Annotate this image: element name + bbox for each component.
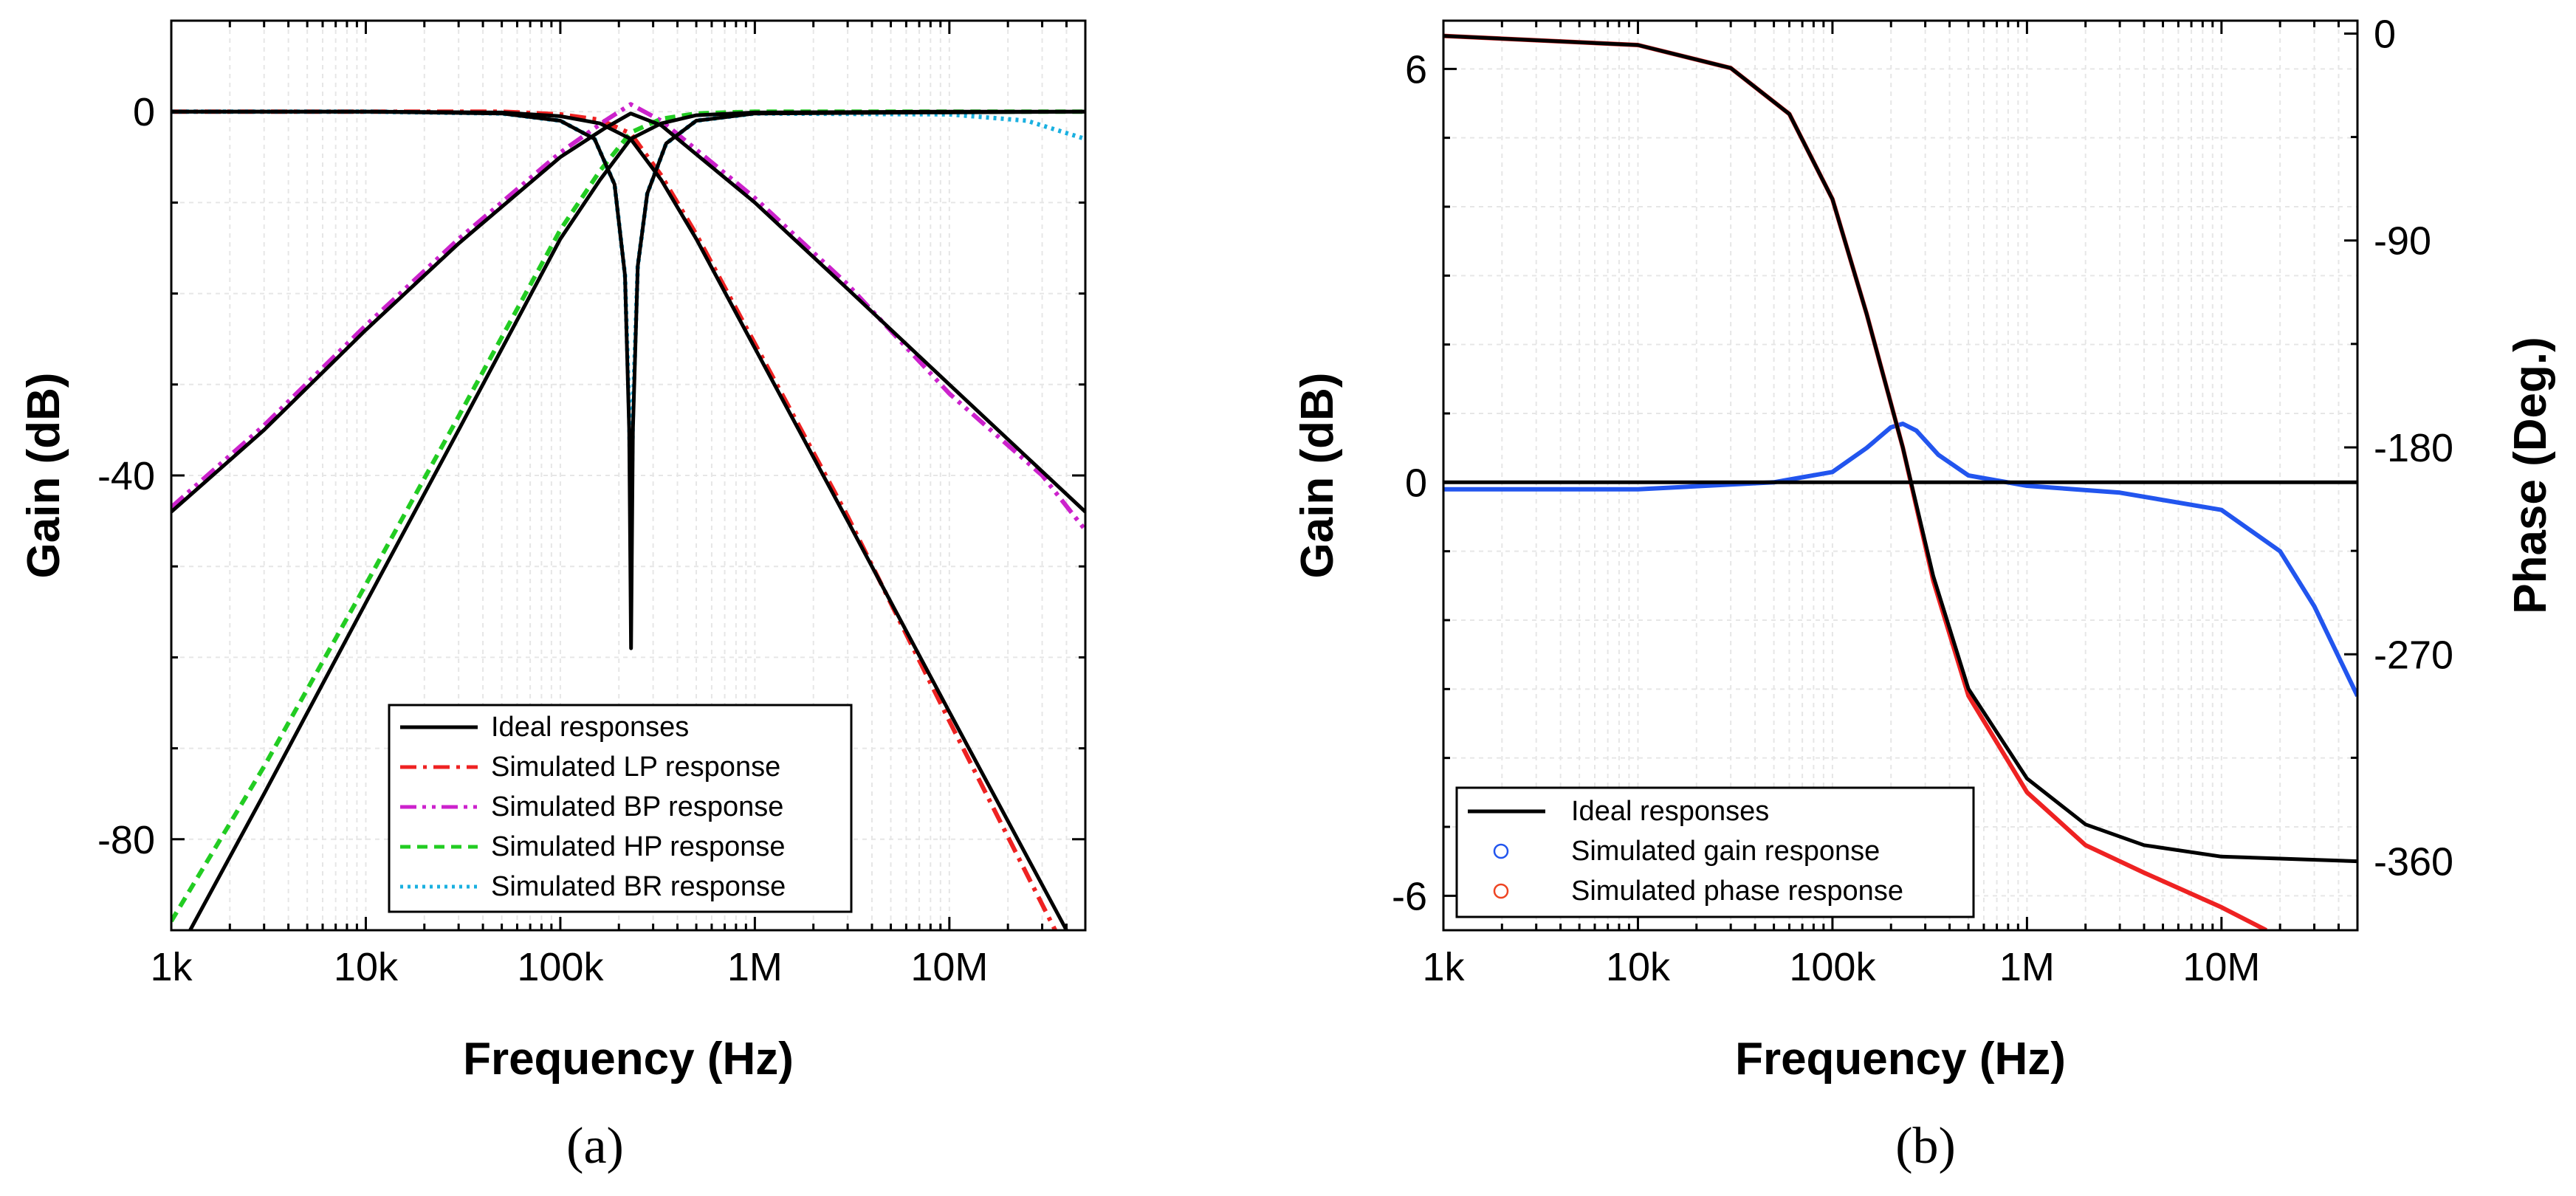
series-line: [171, 111, 1085, 514]
legend-label: Ideal responses: [491, 712, 689, 743]
y2-tick-label: -270: [2374, 633, 2453, 677]
legend-marker: [1493, 843, 1509, 859]
x-tick-label: 1k: [1422, 945, 1465, 989]
y-axis-title-a: Gain (dB): [18, 373, 69, 579]
series-line: [1443, 34, 2357, 864]
y-axis-title-b: Gain (dB): [1292, 373, 1343, 579]
x-tick-label: 100k: [1789, 945, 1876, 989]
x-axis-title-b: Frequency (Hz): [1735, 1034, 2066, 1085]
series-b: [1443, 33, 2357, 930]
x-tick-label: 1k: [150, 945, 193, 989]
grid-b: [1443, 21, 2358, 930]
caption-b: (b): [1895, 1118, 1956, 1175]
y-tick-label: -40: [97, 454, 155, 498]
y2-tick-label: -180: [2374, 426, 2453, 470]
legend-box-b: [1455, 786, 1975, 918]
ticks-b: 1k 10k 100k 1M 10M 6 0 -6 0 -90 -180 -270 -360: [1392, 12, 2453, 989]
y-tick-label: 0: [133, 90, 155, 134]
plot-frame-b: [1442, 19, 2359, 932]
x-tick-label: 10M: [2182, 945, 2260, 989]
y-tick-label: 6: [1405, 47, 1427, 92]
ticks-a: 1k 10k 100k 1M 10M 0 -40 -80: [97, 19, 1087, 989]
legend-label: Simulated LP response: [491, 752, 780, 783]
y2-axis-title-b: Phase (Deg.): [2505, 337, 2556, 614]
legend-label: Ideal responses: [1571, 796, 1769, 827]
legend-label: Simulated BR response: [491, 871, 786, 902]
legend-a: Ideal responses Simulated LP response Simu…: [388, 704, 853, 913]
series-line: [171, 102, 1085, 532]
x-tick-label: 1M: [1999, 945, 2055, 989]
x-tick-label: 10M: [910, 945, 988, 989]
legend-marker: [1493, 883, 1509, 899]
y2-tick-label: -90: [2374, 219, 2431, 264]
series-a: [171, 102, 1085, 930]
x-tick-label: 100k: [517, 945, 604, 989]
series-line: [171, 109, 1085, 650]
y-tick-label: -80: [97, 818, 155, 862]
y-tick-label: -6: [1392, 874, 1427, 918]
caption-a: (a): [566, 1118, 624, 1175]
legend-label: Simulated gain response: [1571, 836, 1880, 867]
series-line: [1443, 422, 2357, 698]
y2-tick-label: -360: [2374, 840, 2453, 884]
y-tick-label: 0: [1405, 461, 1427, 505]
x-tick-label: 1M: [727, 945, 783, 989]
legend-label: Simulated HP response: [491, 831, 786, 862]
plot-area-b: [1443, 21, 2357, 930]
x-tick-label: 10k: [334, 945, 399, 989]
legend-label: Simulated phase response: [1571, 876, 1903, 907]
legend-label: Simulated BP response: [491, 791, 783, 822]
y2-tick-label: 0: [2374, 12, 2396, 56]
chart-panel-b: 1k 10k 100k 1M 10M 6 0 -6 0 -90 -180 -270 -360 Frequ…: [1292, 12, 2556, 1175]
chart-panel-a: 1k 10k 100k 1M 10M 0 -40 -80 Frequency (Hz) Gai…: [18, 19, 1087, 1175]
x-axis-title-a: Frequency (Hz): [463, 1034, 794, 1085]
legend-b: Ideal responses Simulated gain response Si…: [1455, 786, 1975, 918]
x-tick-label: 10k: [1606, 945, 1671, 989]
